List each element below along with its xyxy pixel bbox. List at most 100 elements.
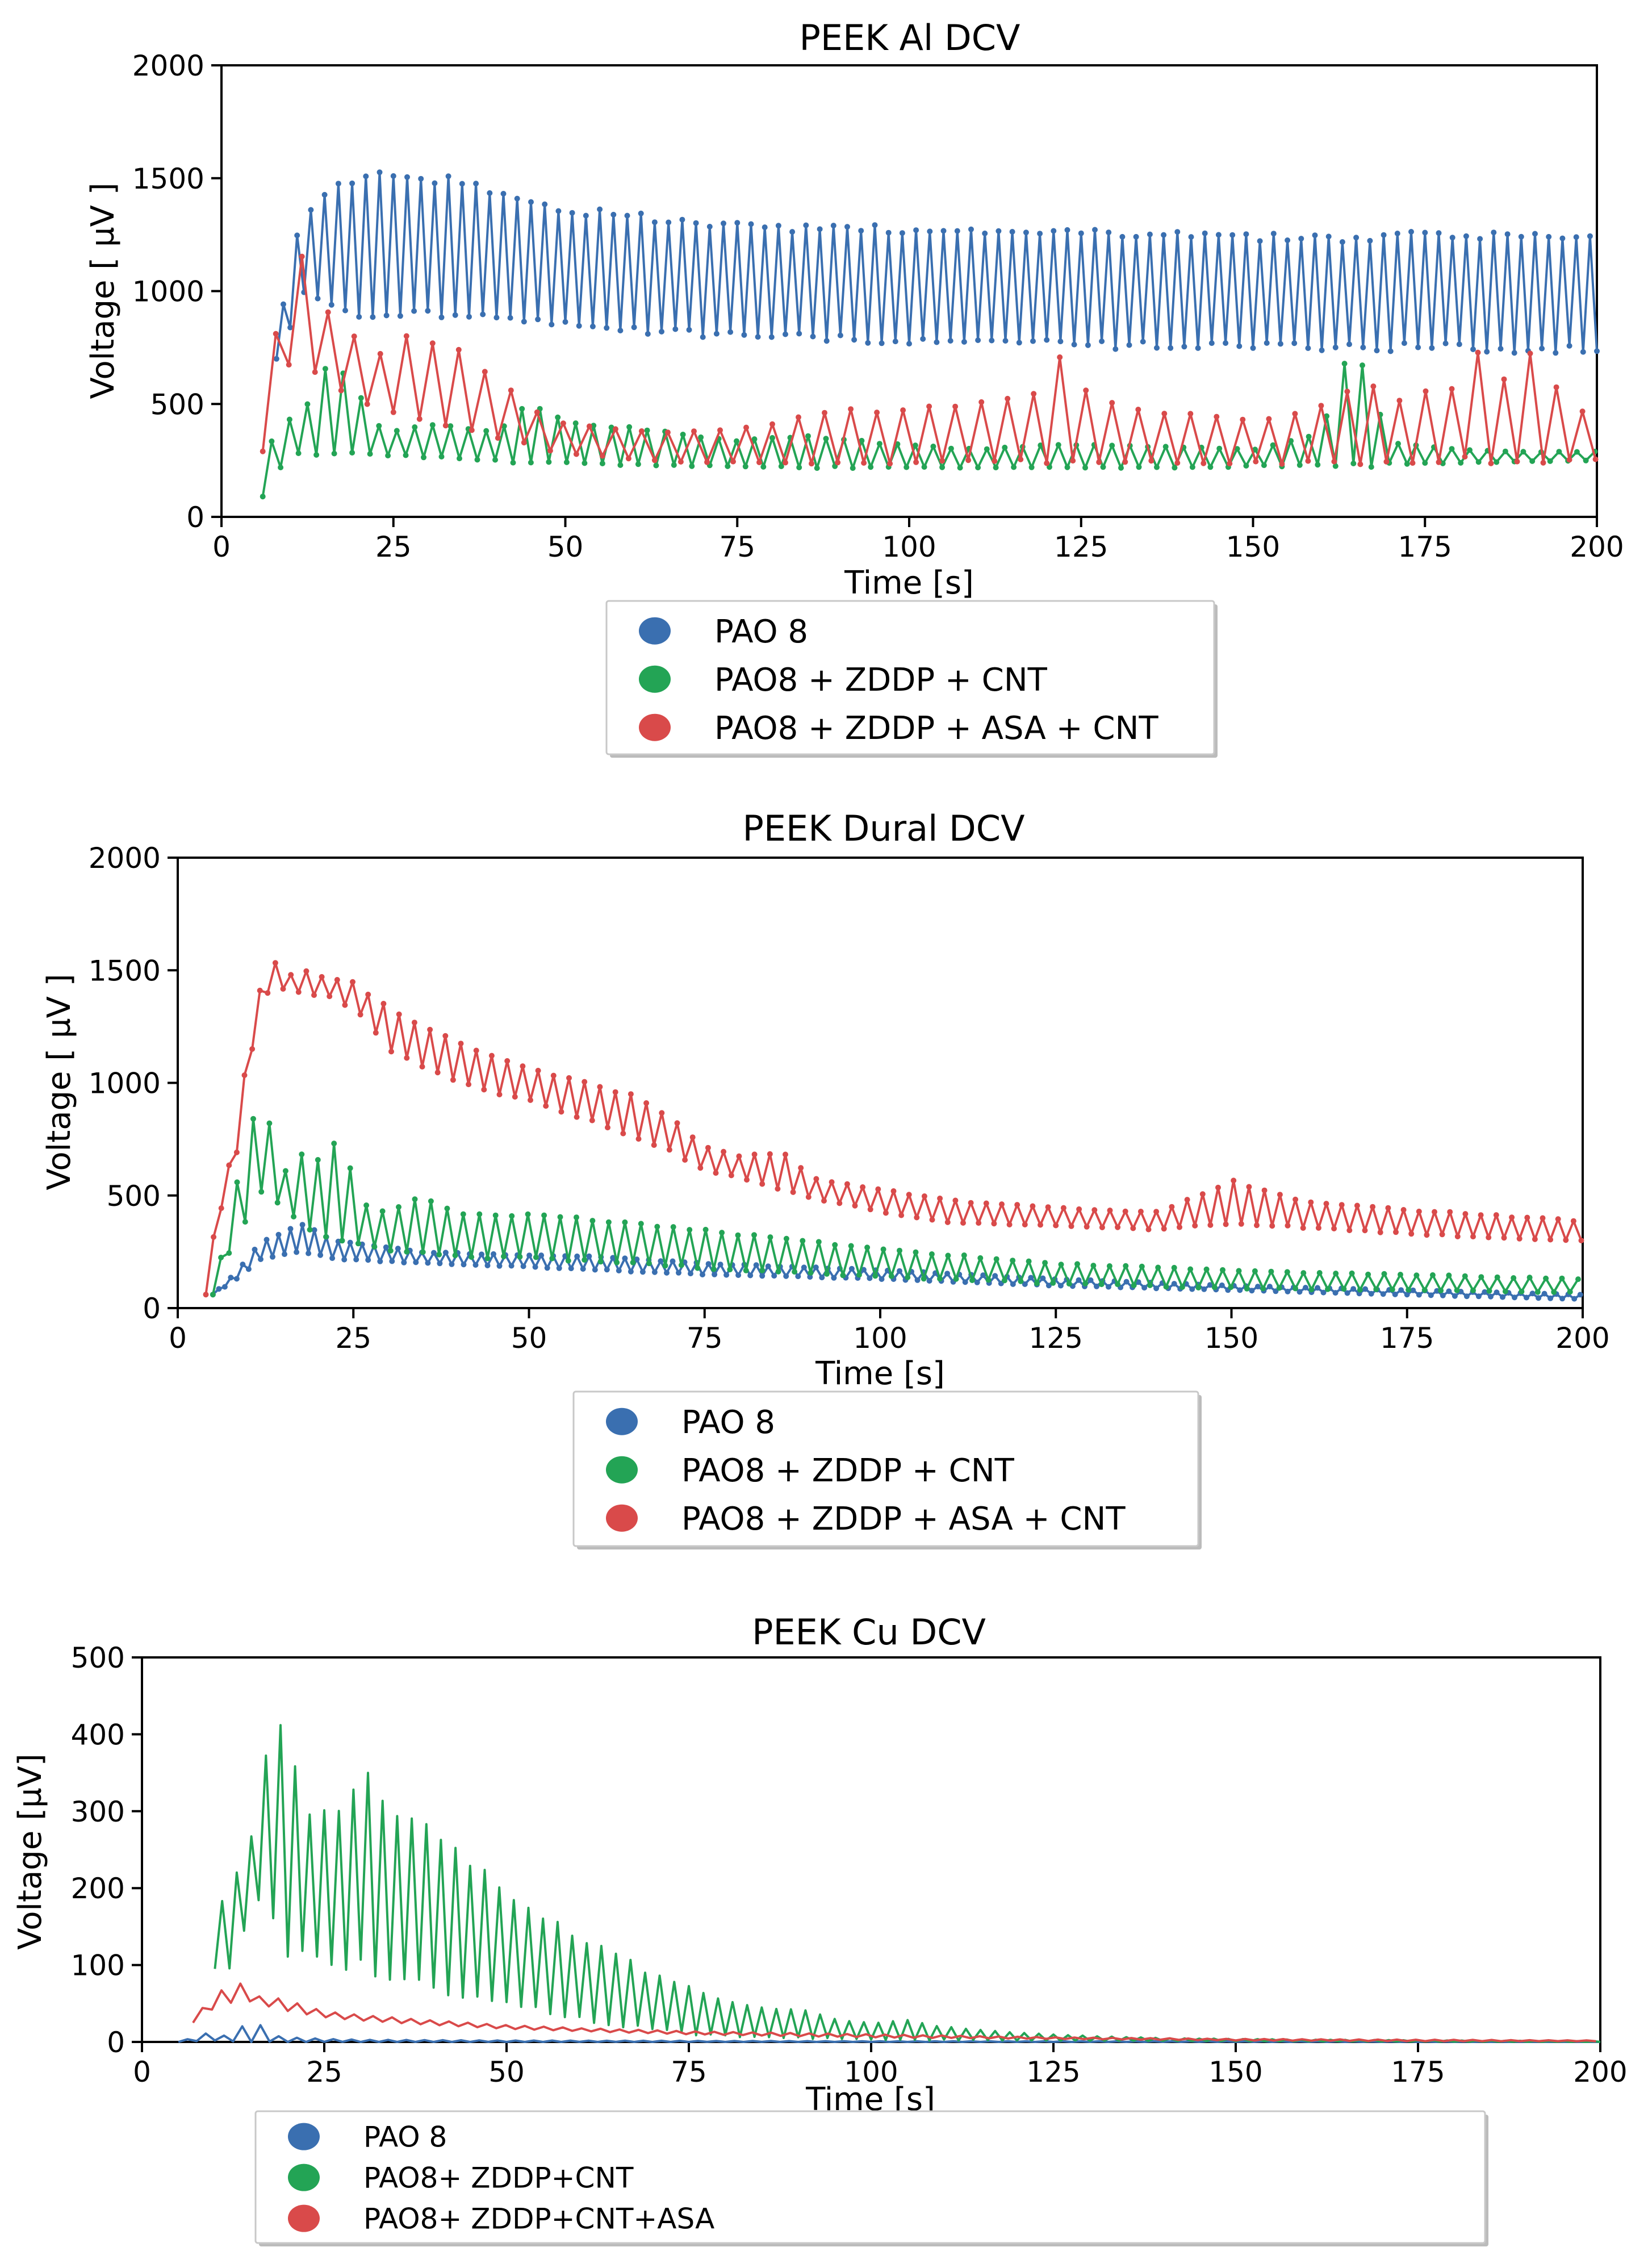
data-point bbox=[678, 1262, 684, 1268]
data-point bbox=[1482, 1289, 1488, 1295]
data-point bbox=[291, 1214, 297, 1219]
data-point bbox=[1401, 340, 1407, 346]
chart-peek-al: PEEK Al DCV 0 25 50 75 100 125 150 175 200050010… bbox=[85, 17, 1624, 758]
data-point bbox=[744, 1177, 750, 1183]
data-point bbox=[1257, 238, 1263, 244]
data-point bbox=[662, 1263, 668, 1269]
data-point bbox=[1236, 1268, 1242, 1274]
data-point bbox=[1577, 1292, 1583, 1298]
data-point bbox=[1296, 1289, 1303, 1295]
data-point bbox=[1130, 1225, 1136, 1231]
y-tick-label: 400 bbox=[71, 1718, 125, 1751]
data-point bbox=[1368, 1290, 1374, 1297]
data-point bbox=[1123, 1279, 1130, 1285]
data-point bbox=[1051, 228, 1057, 234]
data-point bbox=[872, 222, 878, 228]
data-point bbox=[1571, 1296, 1578, 1302]
data-point bbox=[1154, 464, 1160, 470]
data-point bbox=[796, 414, 801, 420]
series-line bbox=[211, 1117, 1579, 1295]
data-point bbox=[1106, 1263, 1112, 1269]
data-point bbox=[612, 1089, 618, 1095]
data-point bbox=[622, 1219, 628, 1225]
data-point bbox=[1038, 1222, 1043, 1228]
data-point bbox=[377, 169, 383, 176]
data-point bbox=[299, 1222, 306, 1228]
data-point bbox=[455, 346, 462, 353]
data-point bbox=[586, 423, 592, 429]
data-point bbox=[977, 1255, 984, 1261]
data-point bbox=[914, 1277, 921, 1283]
data-point bbox=[376, 423, 382, 429]
data-point bbox=[644, 427, 650, 433]
data-point bbox=[492, 457, 498, 463]
data-point bbox=[252, 1246, 258, 1252]
data-point bbox=[1136, 464, 1142, 470]
data-point bbox=[755, 334, 761, 340]
data-point bbox=[508, 1263, 515, 1269]
data-point bbox=[913, 459, 919, 465]
data-point bbox=[226, 1250, 232, 1256]
data-point bbox=[985, 1277, 992, 1283]
data-point bbox=[347, 1239, 353, 1246]
data-point bbox=[1184, 1197, 1190, 1203]
data-point bbox=[1174, 229, 1181, 235]
data-point bbox=[821, 1198, 827, 1204]
data-point bbox=[730, 458, 736, 465]
data-point bbox=[308, 207, 314, 213]
data-point bbox=[1037, 231, 1043, 237]
data-point bbox=[712, 1271, 718, 1277]
data-point bbox=[1319, 347, 1325, 353]
data-point bbox=[775, 1186, 781, 1192]
data-point bbox=[1446, 1288, 1452, 1294]
data-point bbox=[1429, 345, 1435, 351]
data-point bbox=[832, 1242, 838, 1248]
data-point bbox=[756, 460, 762, 465]
data-point bbox=[672, 326, 679, 332]
data-point bbox=[210, 1292, 216, 1298]
data-point bbox=[927, 228, 933, 235]
data-point bbox=[544, 1265, 550, 1271]
data-point bbox=[1462, 1211, 1469, 1217]
x-tick-label: 200 bbox=[1573, 2056, 1627, 2089]
data-point bbox=[1227, 461, 1233, 467]
data-point bbox=[829, 1179, 835, 1185]
chart-title: PEEK Dural DCV bbox=[743, 808, 1025, 849]
x-tick-label: 150 bbox=[1204, 1322, 1258, 1355]
legend-label: PAO8 + ZDDP + ASA + CNT bbox=[714, 710, 1158, 747]
data-point bbox=[700, 1272, 705, 1277]
data-point bbox=[1346, 1227, 1353, 1234]
data-point bbox=[425, 1260, 431, 1266]
data-point bbox=[1240, 416, 1246, 423]
data-point bbox=[823, 338, 830, 344]
data-point bbox=[1053, 1222, 1059, 1229]
data-point bbox=[815, 1239, 822, 1245]
data-point bbox=[848, 1265, 855, 1272]
series-layer bbox=[203, 960, 1584, 1302]
data-point bbox=[638, 1221, 644, 1227]
data-point bbox=[980, 1272, 986, 1279]
data-point bbox=[1477, 236, 1483, 242]
data-point bbox=[1393, 1229, 1399, 1235]
data-point bbox=[1231, 1177, 1237, 1184]
data-point bbox=[1547, 1237, 1554, 1243]
data-point bbox=[1325, 233, 1332, 240]
data-point bbox=[1452, 1293, 1458, 1299]
y-axis-label: Voltage [ µV ] bbox=[41, 974, 78, 1190]
data-point bbox=[1276, 1285, 1282, 1291]
data-point bbox=[1010, 1281, 1016, 1287]
data-point bbox=[783, 1151, 788, 1158]
data-point bbox=[1323, 1201, 1329, 1207]
data-point bbox=[528, 199, 534, 205]
data-point bbox=[930, 444, 936, 449]
data-point bbox=[1524, 1214, 1530, 1221]
data-point bbox=[357, 1012, 363, 1018]
data-point bbox=[349, 180, 355, 186]
data-point bbox=[698, 434, 704, 440]
data-point bbox=[321, 191, 328, 198]
data-point bbox=[1119, 233, 1126, 240]
data-point bbox=[892, 339, 898, 345]
data-point bbox=[313, 452, 320, 458]
legend-label: PAO 8 bbox=[363, 2121, 447, 2154]
data-point bbox=[689, 1134, 696, 1141]
